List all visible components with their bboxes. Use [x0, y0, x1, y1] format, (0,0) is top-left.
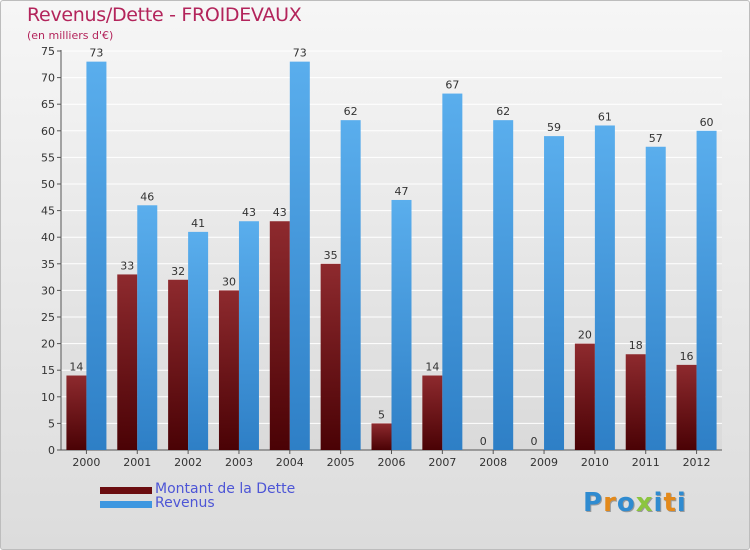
proxiti-logo: Proxiti	[583, 488, 687, 518]
data-label: 32	[171, 265, 185, 278]
data-label: 0	[531, 435, 538, 448]
data-label: 57	[649, 132, 663, 145]
bar-dette	[320, 263, 341, 450]
y-tick-label: 15	[41, 364, 55, 377]
data-label: 18	[629, 339, 643, 352]
x-tick-label: 2007	[428, 456, 456, 469]
bar-revenus	[442, 93, 463, 450]
x-tick-label: 2002	[174, 456, 202, 469]
x-tick-label: 2008	[479, 456, 507, 469]
bar-revenus	[493, 120, 514, 450]
x-tick-label: 2003	[225, 456, 253, 469]
data-label: 14	[69, 361, 83, 374]
data-label: 5	[378, 408, 385, 421]
logo-letter: i	[653, 488, 664, 518]
x-tick-label: 2000	[72, 456, 100, 469]
x-tick-label: 2004	[276, 456, 304, 469]
bar-dette	[218, 290, 239, 450]
data-label: 73	[293, 47, 307, 60]
bar-dette	[422, 375, 443, 450]
y-tick-label: 45	[41, 205, 55, 218]
data-label: 43	[273, 206, 287, 219]
logo-letter: r	[603, 488, 617, 518]
y-tick-label: 70	[41, 72, 55, 85]
legend-label-dette: Montant de la Dette	[155, 481, 296, 497]
logo-letter: i	[676, 488, 687, 518]
bar-revenus	[340, 120, 361, 450]
logo-letter: t	[663, 488, 677, 518]
data-label: 16	[680, 350, 694, 363]
data-label: 73	[89, 47, 103, 60]
x-tick-label: 2005	[327, 456, 355, 469]
bar-revenus	[544, 136, 565, 450]
y-tick-label: 25	[41, 311, 55, 324]
y-tick-label: 40	[41, 231, 55, 244]
data-label: 30	[222, 275, 236, 288]
x-tick-label: 2001	[123, 456, 151, 469]
data-label: 46	[140, 190, 154, 203]
data-label: 47	[395, 185, 409, 198]
y-tick-label: 10	[41, 391, 55, 404]
bar-revenus	[645, 146, 666, 450]
y-tick-label: 55	[41, 151, 55, 164]
data-label: 61	[598, 110, 612, 123]
y-tick-label: 5	[48, 417, 55, 430]
y-tick-label: 0	[48, 444, 55, 457]
bar-dette	[371, 423, 392, 450]
x-tick-label: 2010	[581, 456, 609, 469]
data-label: 0	[480, 435, 487, 448]
data-label: 14	[425, 361, 439, 374]
data-label: 43	[242, 206, 256, 219]
data-label: 67	[445, 79, 459, 92]
data-label: 33	[120, 259, 134, 272]
data-label: 62	[496, 105, 510, 118]
chart-subtitle: (en milliers d'€)	[27, 29, 114, 42]
bar-dette	[574, 343, 595, 450]
data-label: 62	[344, 105, 358, 118]
y-tick-label: 60	[41, 125, 55, 138]
bar-revenus	[696, 130, 717, 451]
bar-revenus	[86, 61, 107, 450]
data-label: 59	[547, 121, 561, 134]
bar-dette	[625, 354, 646, 450]
bar-dette	[117, 274, 138, 450]
chart-title: Revenus/Dette - FROIDEVAUX	[27, 4, 302, 26]
bar-revenus	[289, 61, 310, 450]
y-tick-label: 35	[41, 258, 55, 271]
bar-revenus	[188, 231, 209, 450]
data-label: 20	[578, 329, 592, 342]
bar-dette	[66, 375, 87, 450]
y-tick-label: 65	[41, 98, 55, 111]
data-label: 35	[324, 249, 338, 262]
data-label: 41	[191, 217, 205, 230]
bar-revenus	[594, 125, 615, 450]
y-tick-label: 75	[41, 45, 55, 58]
bar-revenus	[238, 221, 259, 450]
data-label: 60	[700, 116, 714, 129]
bar-dette	[168, 279, 189, 450]
logo-letter: x	[635, 488, 654, 518]
x-tick-label: 2009	[530, 456, 558, 469]
logo-letter: o	[616, 488, 636, 518]
x-tick-label: 2006	[378, 456, 406, 469]
bar-revenus	[391, 199, 412, 450]
logo-letter: P	[583, 488, 604, 518]
x-tick-label: 2012	[683, 456, 711, 469]
y-tick-label: 30	[41, 284, 55, 297]
bar-dette	[676, 364, 697, 450]
bar-revenus	[137, 205, 158, 450]
legend-swatch-revenus	[100, 501, 152, 508]
bar-dette	[269, 221, 290, 450]
legend-label-revenus: Revenus	[155, 495, 215, 511]
y-tick-label: 50	[41, 178, 55, 191]
legend-swatch-dette	[100, 487, 152, 494]
x-tick-label: 2011	[632, 456, 660, 469]
y-tick-label: 20	[41, 338, 55, 351]
